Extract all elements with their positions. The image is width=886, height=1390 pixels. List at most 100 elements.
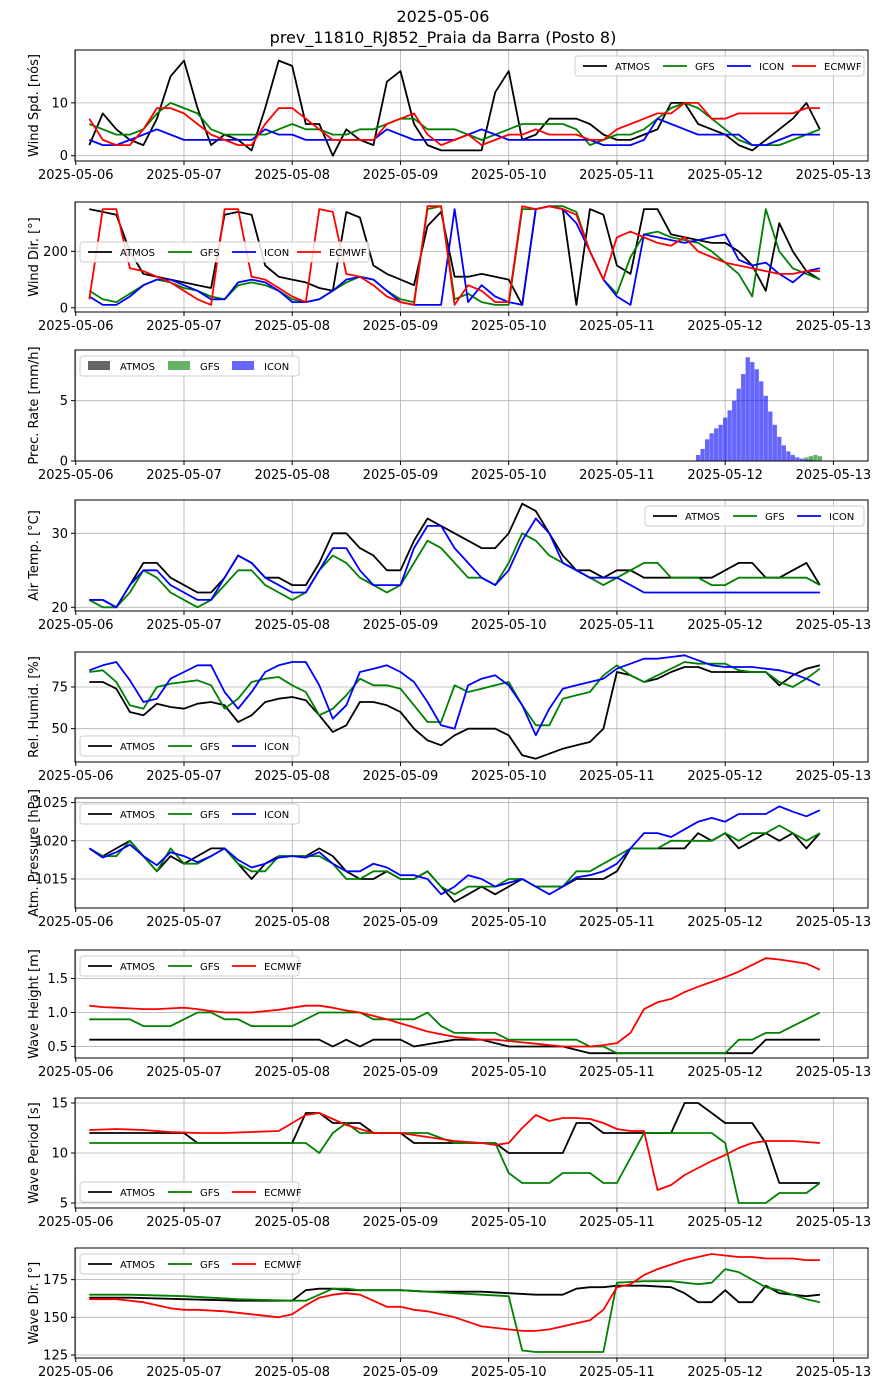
chart-title: 2025-05-06 prev_11810_RJ852_Praia da Bar… bbox=[0, 6, 886, 48]
x-tick-label: 2025-05-11 bbox=[579, 168, 655, 183]
legend: ATMOS GFS ECMWF bbox=[79, 1181, 302, 1203]
legend-label-icon: ICON bbox=[264, 810, 289, 821]
bar-icon bbox=[709, 433, 714, 461]
bar-icon bbox=[695, 454, 701, 461]
legend-label-ecmwf: ECMWF bbox=[824, 62, 862, 73]
bar-icon bbox=[804, 459, 809, 461]
panel-2: 2025-05-06 2025-05-07 2025-05-08 2025-05-09… bbox=[27, 201, 872, 334]
x-tick-label: 2025-05-07 bbox=[146, 168, 222, 183]
x-tick-label: 2025-05-09 bbox=[363, 468, 439, 483]
x-tick-label: 2025-05-06 bbox=[38, 319, 114, 334]
legend-swatch-atmos bbox=[88, 361, 110, 370]
legend-label-atmos: ATMOS bbox=[120, 810, 155, 821]
legend-box bbox=[574, 55, 865, 77]
x-tick-label: 2025-05-10 bbox=[471, 1065, 547, 1080]
x-tick-label: 2025-05-10 bbox=[471, 915, 547, 930]
bar-icon bbox=[723, 417, 728, 461]
plot-series-group bbox=[88, 805, 821, 903]
y-tick-label: 1015 bbox=[35, 872, 68, 887]
bar-icon bbox=[808, 459, 814, 461]
y-tick-label: 75 bbox=[51, 681, 68, 696]
series-line-ecmwf bbox=[88, 102, 820, 146]
x-tick-label: 2025-05-09 bbox=[363, 319, 439, 334]
y-axis-label: Air Temp. [°C] bbox=[27, 510, 42, 601]
x-tick-label: 2025-05-09 bbox=[363, 168, 439, 183]
bar-icon bbox=[759, 381, 764, 461]
y-tick-label: 15 bbox=[51, 1097, 68, 1112]
x-tick-label: 2025-05-07 bbox=[146, 769, 222, 784]
y-axis-label: Atm. Pressure [hPa] bbox=[27, 789, 42, 917]
y-axis-label: Prec. Rate [mm/h] bbox=[27, 346, 42, 464]
legend-label-atmos: ATMOS bbox=[615, 62, 650, 73]
x-tick-label: 2025-05-09 bbox=[363, 915, 439, 930]
legend-swatch-gfs bbox=[168, 361, 190, 370]
legend-label-icon: ICON bbox=[264, 742, 289, 753]
panel-8: 2025-05-06 2025-05-07 2025-05-08 2025-05-09… bbox=[27, 1097, 871, 1231]
panel-5: 2025-05-06 2025-05-07 2025-05-08 2025-05-09… bbox=[27, 651, 871, 784]
plot-series-group bbox=[89, 957, 821, 1055]
bar-icon bbox=[718, 424, 723, 461]
series-line-icon bbox=[88, 654, 821, 737]
y-tick-label: 5 bbox=[60, 1197, 68, 1212]
x-tick-label: 2025-05-07 bbox=[146, 1215, 222, 1230]
legend: ATMOS GFS ICON bbox=[79, 803, 300, 825]
x-tick-label: 2025-05-11 bbox=[579, 468, 655, 483]
x-tick-label: 2025-05-07 bbox=[146, 915, 222, 930]
x-tick-label: 2025-05-09 bbox=[363, 618, 439, 633]
y-tick-label: 150 bbox=[43, 1311, 68, 1326]
legend-label-atmos: ATMOS bbox=[120, 362, 155, 373]
panel-1: 2025-05-06 2025-05-07 2025-05-08 2025-05-09… bbox=[27, 49, 872, 183]
legend-label-gfs: GFS bbox=[200, 248, 220, 259]
x-tick-label: 2025-05-06 bbox=[38, 1215, 114, 1230]
plot-series-group bbox=[88, 654, 821, 760]
bar-icon bbox=[763, 395, 768, 461]
x-tick-label: 2025-05-12 bbox=[687, 769, 763, 784]
axes-frame bbox=[74, 949, 869, 1059]
legend-label-gfs: GFS bbox=[200, 1188, 220, 1199]
x-tick-label: 2025-05-13 bbox=[796, 1065, 872, 1080]
legend: ATMOS GFS ICON bbox=[644, 505, 865, 527]
bar-icon bbox=[741, 374, 746, 461]
axes-frame bbox=[74, 651, 869, 763]
plot-series-group bbox=[88, 502, 821, 609]
x-tick-label: 2025-05-06 bbox=[38, 915, 114, 930]
x-tick-label: 2025-05-08 bbox=[254, 915, 330, 930]
bar-icon bbox=[768, 411, 773, 461]
x-tick-label: 2025-05-07 bbox=[146, 618, 222, 633]
bar-icon bbox=[745, 357, 750, 461]
y-tick-label: 20 bbox=[51, 601, 68, 616]
legend-label-gfs: GFS bbox=[765, 512, 785, 523]
series-line-icon bbox=[88, 117, 820, 146]
legend-label-gfs: GFS bbox=[200, 1260, 220, 1271]
legend-label-icon: ICON bbox=[264, 362, 289, 373]
bar-icon bbox=[772, 424, 777, 461]
series-line-atmos bbox=[89, 1284, 820, 1304]
y-axis-label: Wind Spd. [nós] bbox=[27, 54, 42, 157]
bar-gfs bbox=[817, 456, 823, 461]
axes-frame bbox=[74, 201, 869, 313]
x-tick-label: 2025-05-13 bbox=[796, 168, 872, 183]
x-tick-label: 2025-05-12 bbox=[687, 915, 763, 930]
x-tick-label: 2025-05-12 bbox=[687, 468, 763, 483]
x-tick-label: 2025-05-07 bbox=[146, 1365, 222, 1380]
series-line-ecmwf bbox=[88, 205, 820, 306]
plot-series-group bbox=[88, 59, 821, 157]
legend-label-atmos: ATMOS bbox=[120, 1260, 155, 1271]
x-tick-label: 2025-05-13 bbox=[796, 1215, 872, 1230]
x-tick-label: 2025-05-10 bbox=[471, 769, 547, 784]
panel-4: 2025-05-06 2025-05-07 2025-05-08 2025-05-09… bbox=[27, 499, 871, 633]
legend: ATMOS GFS ECMWF bbox=[79, 955, 302, 977]
x-tick-label: 2025-05-12 bbox=[687, 1365, 763, 1380]
x-tick-label: 2025-05-06 bbox=[38, 618, 114, 633]
legend-label-atmos: ATMOS bbox=[120, 742, 155, 753]
legend-label-gfs: GFS bbox=[200, 362, 220, 373]
bar-icon bbox=[727, 410, 732, 461]
series-line-atmos bbox=[89, 1102, 820, 1184]
x-tick-label: 2025-05-11 bbox=[579, 769, 655, 784]
y-tick-label: 1020 bbox=[35, 834, 68, 849]
axes-frame bbox=[74, 797, 869, 909]
bar-gfs bbox=[808, 456, 814, 461]
x-tick-label: 2025-05-13 bbox=[796, 319, 872, 334]
x-tick-label: 2025-05-08 bbox=[254, 168, 330, 183]
x-tick-label: 2025-05-08 bbox=[254, 319, 330, 334]
